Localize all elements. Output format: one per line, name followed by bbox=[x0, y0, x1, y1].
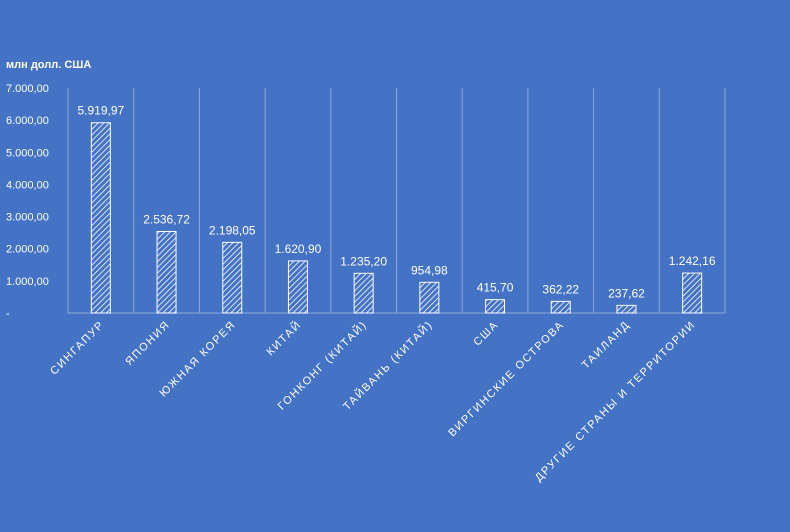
bar bbox=[222, 241, 243, 314]
x-tick-label: ВИРГИНСКИЕ ОСТРОВА bbox=[446, 319, 567, 440]
bar bbox=[156, 230, 177, 314]
bar bbox=[419, 281, 440, 314]
y-tick-label: - bbox=[6, 308, 10, 320]
y-tick-label: 5.000,00 bbox=[6, 147, 49, 159]
bar bbox=[90, 122, 111, 314]
data-label: 2.536,72 bbox=[143, 212, 190, 226]
bar bbox=[287, 260, 308, 314]
data-label: 415,70 bbox=[477, 281, 514, 295]
y-tick-label: 1.000,00 bbox=[6, 276, 49, 288]
data-label: 1.235,20 bbox=[340, 254, 387, 268]
y-tick-label: 7.000,00 bbox=[6, 83, 49, 95]
y-tick-label: 4.000,00 bbox=[6, 179, 49, 191]
x-tick-label: ЮЖНАЯ КОРЕЯ bbox=[157, 319, 238, 400]
bar bbox=[485, 299, 506, 314]
grid-lines bbox=[67, 88, 726, 314]
x-tick-label: КИТАЙ bbox=[264, 318, 304, 358]
y-axis: - 1.000,00 2.000,00 3.000,00 4.000,00 5.000,0… bbox=[6, 83, 49, 320]
unit-label: млн долл. США bbox=[6, 59, 91, 71]
bar bbox=[550, 300, 571, 314]
data-label: 2.198,05 bbox=[209, 223, 256, 237]
data-label: 1.620,90 bbox=[275, 242, 322, 256]
x-tick-label: ЯПОНИЯ bbox=[123, 319, 172, 368]
data-label: 5.919,97 bbox=[77, 104, 124, 118]
x-tick-label: США bbox=[471, 319, 501, 349]
y-tick-label: 6.000,00 bbox=[6, 115, 49, 127]
x-tick-label: ТАИЛАНД bbox=[580, 319, 633, 372]
y-tick-label: 2.000,00 bbox=[6, 244, 49, 256]
data-label: 1.242,16 bbox=[669, 254, 716, 268]
x-tick-label: СИНГАПУР bbox=[48, 319, 107, 378]
data-label: 362,22 bbox=[542, 282, 579, 296]
y-tick-label: 3.000,00 bbox=[6, 212, 49, 224]
data-label: 237,62 bbox=[608, 286, 645, 300]
bar bbox=[353, 272, 374, 314]
data-labels: 5.919,97 2.536,72 2.198,05 1.620,90 1.235,20… bbox=[77, 104, 715, 301]
bar bbox=[682, 272, 703, 314]
bar bbox=[616, 304, 637, 314]
bars bbox=[90, 122, 703, 314]
data-label: 954,98 bbox=[411, 263, 448, 277]
